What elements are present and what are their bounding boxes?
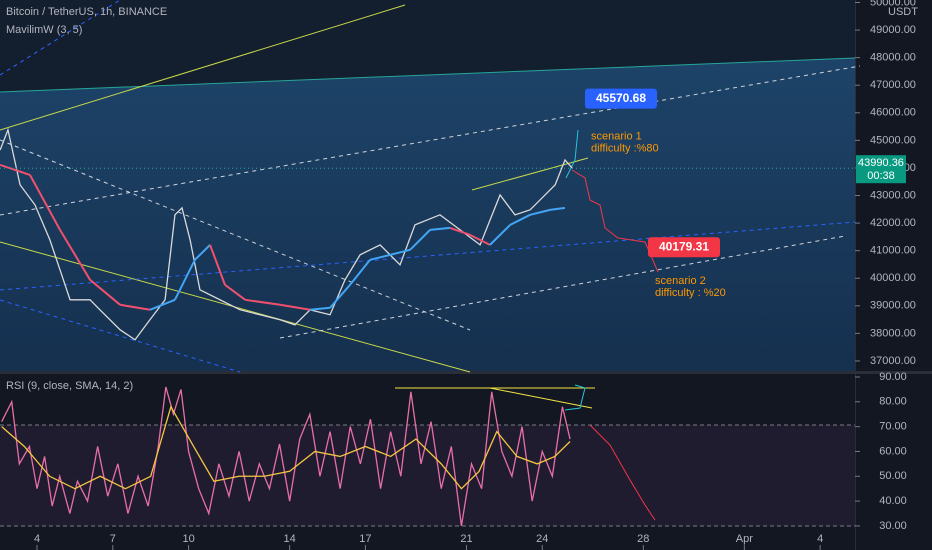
y-tick-label: 48000.00 [870, 52, 916, 64]
y-tick-label: 70.00 [879, 421, 907, 433]
trend-line [489, 387, 593, 409]
trend-line [0, 299, 241, 373]
y-tick-label: 40000.00 [870, 272, 916, 284]
trend-line [0, 221, 856, 291]
indicator-segment [489, 224, 511, 246]
x-tick-label: 14 [284, 533, 296, 545]
last-price-label: 43990.36 [858, 157, 904, 169]
projection [564, 384, 586, 411]
projection [571, 169, 659, 273]
indicator-segment [59, 229, 91, 281]
y-tick-label: 41000.00 [870, 245, 916, 257]
scenario-note: scenario 1 [591, 131, 642, 143]
y-tick-label: 45000.00 [870, 134, 916, 146]
y-tick-label: 37000.00 [870, 355, 916, 367]
indicator-segment [149, 298, 176, 311]
y-tick-label: 42000.00 [870, 217, 916, 229]
x-tick-label: 24 [536, 533, 548, 545]
indicator-segment [209, 244, 226, 286]
y-tick-label: 49000.00 [870, 24, 916, 36]
x-tick-label: 10 [182, 533, 194, 545]
channel-fill [0, 58, 855, 372]
trend-line [0, 4, 406, 131]
series-line [0, 127, 573, 341]
price-callout-label: 40179.31 [659, 239, 709, 253]
scenario-note: difficulty : %20 [655, 287, 726, 299]
y-tick-label: 90.00 [879, 371, 907, 383]
indicator-segment [279, 303, 311, 311]
x-tick-label: 17 [359, 533, 371, 545]
rsi-legend: RSI (9, close, SMA, 14, 2) [6, 380, 133, 392]
indicator-segment [509, 213, 531, 226]
y-tick-label: 30.00 [879, 520, 907, 532]
series-line [1, 386, 571, 527]
y-tick-label: 39000.00 [870, 300, 916, 312]
indicator-segment [89, 279, 121, 306]
unit-label: USDT [888, 6, 918, 18]
x-tick-label: 21 [460, 533, 472, 545]
x-tick-label: 7 [110, 533, 116, 545]
indicator-segment [549, 206, 566, 211]
indicator-segment [389, 248, 411, 256]
series-line [1, 405, 571, 490]
indicator-segment [309, 306, 331, 311]
scenario-note: scenario 2 [655, 275, 706, 287]
y-tick-label: 50000.00 [870, 0, 916, 8]
price-callout [585, 88, 657, 109]
y-tick-label: 38000.00 [870, 327, 916, 339]
indicator-segment [369, 253, 391, 261]
y-tick-label: 60.00 [879, 445, 907, 457]
projection [589, 424, 656, 521]
indicator-segment [245, 298, 281, 306]
projection [565, 129, 579, 179]
indicator-segment [174, 259, 196, 301]
indicator-segment [194, 244, 211, 261]
y-tick-label: 46000.00 [870, 107, 916, 119]
indicator-segment [29, 174, 61, 231]
indicator-segment [349, 259, 371, 286]
x-tick-label: Apr [736, 533, 753, 545]
y-tick-label: 40.00 [879, 495, 907, 507]
indicator-legend: MavilimW (3, 5) [6, 24, 82, 36]
indicator-segment [409, 229, 431, 251]
y-tick-label: 43000.00 [870, 189, 916, 201]
price-callout-label: 45570.68 [596, 91, 646, 105]
indicator-segment [224, 284, 246, 301]
indicator-segment [329, 284, 351, 309]
trend-line [0, 65, 861, 216]
indicator-segment [119, 303, 151, 311]
y-tick-label: 47000.00 [870, 79, 916, 91]
indicator-segment [529, 208, 551, 216]
x-tick-label: 28 [637, 533, 649, 545]
countdown: 00:38 [867, 170, 895, 182]
y-tick-label: 80.00 [879, 396, 907, 408]
scenario-note: difficulty :%80 [591, 143, 659, 155]
indicator-segment [469, 233, 491, 246]
x-tick-label: 4 [34, 533, 40, 545]
last-price-box [856, 155, 906, 184]
indicator-segment [429, 226, 451, 231]
x-tick-label: 4 [817, 533, 823, 545]
indicator-segment [449, 226, 471, 236]
indicator-segment [0, 163, 31, 176]
y-tick-label: 50.00 [879, 470, 907, 482]
chart-title: Bitcoin / TetherUS, 1h, BINANCE [6, 6, 167, 18]
price-callout [648, 237, 720, 258]
rsi-band [0, 425, 855, 526]
